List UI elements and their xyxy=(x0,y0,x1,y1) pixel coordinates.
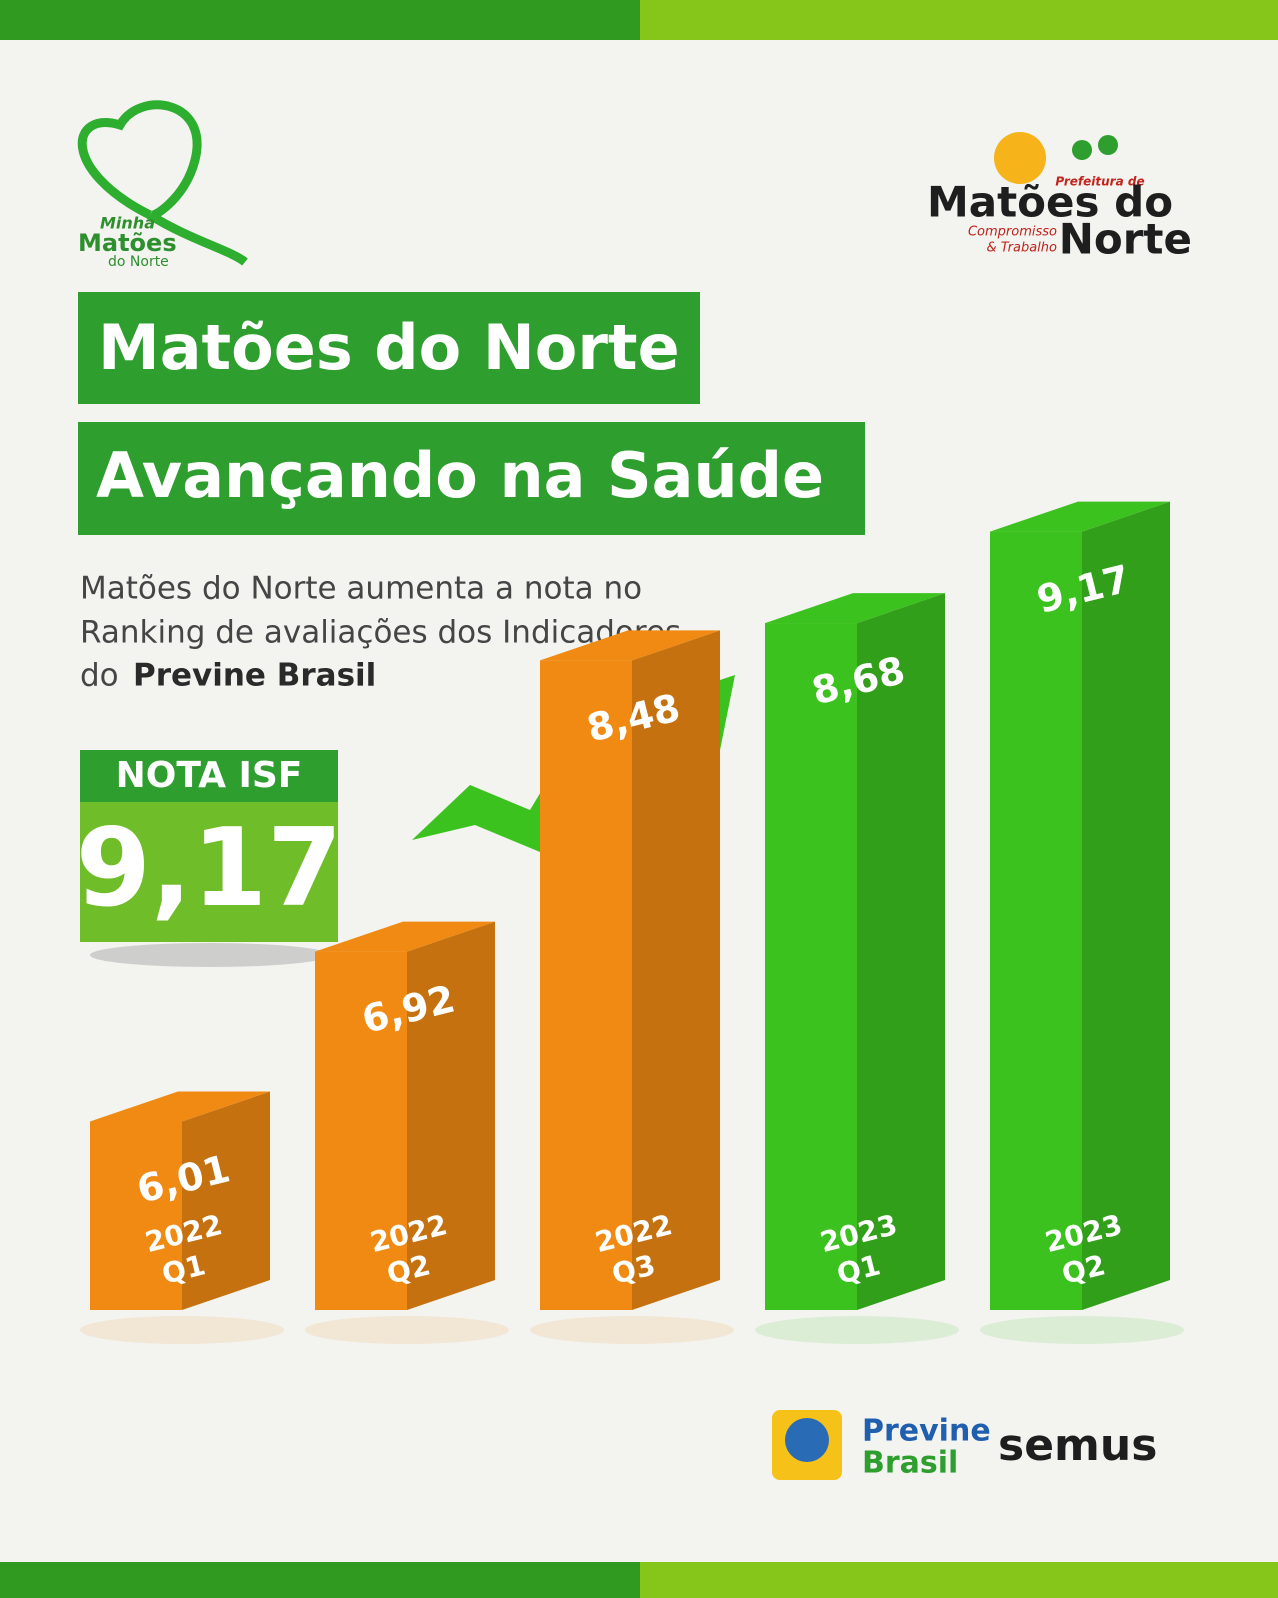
bar-side xyxy=(182,1091,270,1310)
logo-text: Matões xyxy=(78,229,177,257)
subtitle: Ranking de avaliações dos Indicadores xyxy=(80,615,681,651)
footer-text: Brasil xyxy=(862,1446,958,1481)
logo-text: Minha xyxy=(100,214,155,233)
logo-text: & Trabalho xyxy=(986,241,1057,256)
shadow xyxy=(90,943,330,967)
bottom-stripe xyxy=(0,1562,640,1598)
chart-title: Avançando na Saúde xyxy=(96,439,824,512)
chart-title: Matões do Norte xyxy=(98,311,680,384)
bar xyxy=(540,660,632,1310)
footer-text: semus xyxy=(998,1420,1157,1471)
bottom-stripe xyxy=(640,1562,1278,1598)
bar xyxy=(990,531,1082,1310)
logo-figure xyxy=(1098,135,1118,155)
title-box xyxy=(78,292,700,404)
bar-top xyxy=(990,501,1170,532)
highlight-value: 9,17 xyxy=(76,806,342,931)
highlight-body xyxy=(80,802,338,942)
bar-reflection xyxy=(980,1316,1184,1344)
bar-top xyxy=(765,593,945,624)
top-stripe xyxy=(640,0,1278,40)
logo-text: do Norte xyxy=(108,254,169,270)
bar-reflection xyxy=(80,1316,284,1344)
bar-side xyxy=(632,630,720,1310)
logo-text: Matões do xyxy=(927,178,1173,227)
top-stripe xyxy=(0,0,640,40)
logo-text: Prefeitura de xyxy=(1055,175,1144,189)
subtitle: Matões do Norte aumenta a nota no xyxy=(80,571,642,607)
logo-figure xyxy=(1072,140,1092,160)
logo-sun xyxy=(994,132,1046,184)
footer-text: Previne xyxy=(862,1414,991,1449)
bar-top xyxy=(540,630,720,661)
subtitle: do xyxy=(80,658,119,694)
bar-side xyxy=(407,921,495,1310)
trend-arrow xyxy=(412,675,735,852)
subtitle-emphasis: Previne Brasil xyxy=(133,658,376,694)
logo-text: Compromisso xyxy=(968,225,1057,240)
bar-side xyxy=(1082,501,1170,1311)
highlight-header xyxy=(80,750,338,802)
bar-side xyxy=(857,593,945,1310)
bar xyxy=(765,623,857,1310)
title-box xyxy=(78,422,865,535)
highlight-label: NOTA ISF xyxy=(116,755,303,796)
logo-text: Norte xyxy=(1059,215,1192,264)
bar-reflection xyxy=(755,1316,959,1344)
footer-logo-mark xyxy=(785,1418,829,1462)
bar xyxy=(90,1121,182,1310)
bar-reflection xyxy=(305,1316,509,1344)
bar-reflection xyxy=(530,1316,734,1344)
bar xyxy=(315,951,407,1310)
bar-top xyxy=(90,1091,270,1122)
logo-heart xyxy=(77,100,248,266)
bar-top xyxy=(315,921,495,952)
